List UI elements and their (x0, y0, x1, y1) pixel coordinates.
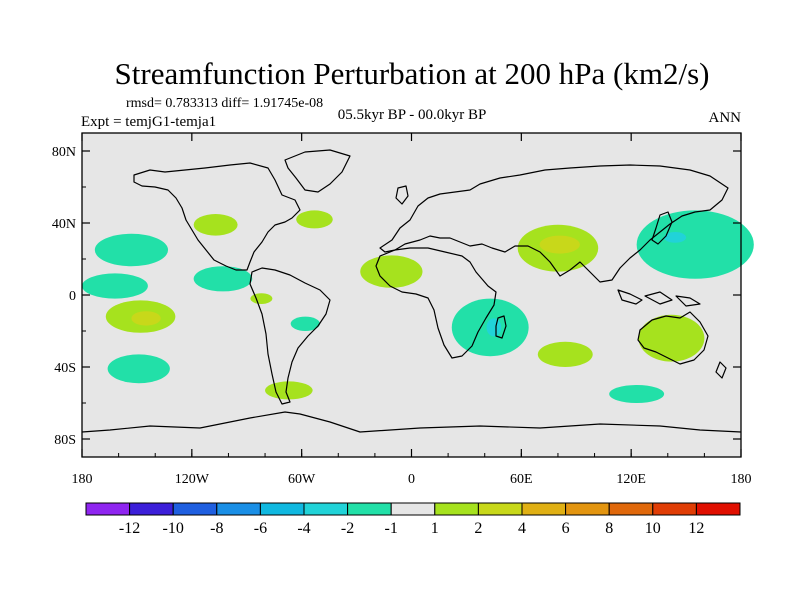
colorbar-label: 2 (474, 520, 482, 537)
x-tick-label: 60E (510, 472, 533, 487)
anomaly-region (131, 311, 161, 326)
colorbar-swatch (303, 502, 349, 516)
anomaly-region (360, 255, 423, 288)
coast-greenland (284, 149, 351, 193)
anomaly-region (486, 318, 502, 337)
x-tick-label: 120E (616, 472, 646, 487)
y-tick-label: 40S (54, 361, 76, 376)
anomaly-region (664, 232, 687, 243)
y-tick-label: 80S (54, 433, 76, 448)
colorbar-swatch (477, 502, 523, 516)
y-axis: 80N 40N 0 40S 80S (52, 145, 741, 448)
colorbar-swatch (390, 502, 436, 516)
colorbar-swatch (434, 502, 479, 516)
colorbar-label: -4 (297, 520, 310, 537)
colorbar-label: 1 (431, 520, 439, 537)
anomaly-region (94, 233, 169, 267)
coast-new-zealand (715, 361, 727, 379)
anomaly-region (539, 235, 580, 254)
x-tick-label: 180 (72, 472, 93, 487)
colorbar-label: -8 (210, 520, 223, 537)
colorbar-swatch (695, 502, 741, 516)
anomaly-region (107, 354, 170, 384)
anomaly-region (250, 293, 273, 304)
coast-british-isles (395, 185, 409, 205)
coast-eurasia (379, 164, 729, 283)
anomaly-region (193, 214, 238, 236)
colorbar-label: 4 (518, 520, 526, 537)
colorbar-label: 6 (562, 520, 570, 537)
y-tick-label: 80N (52, 145, 76, 160)
colorbar-swatch (129, 502, 174, 516)
colorbar-swatch (652, 502, 697, 516)
coast-japan (651, 211, 673, 245)
anomaly-region (537, 341, 593, 367)
anomaly-region (265, 381, 313, 400)
colorbar-swatch (608, 502, 654, 516)
colorbar-swatch (85, 502, 131, 516)
colorbar-swatch (216, 502, 261, 516)
colorbar-swatch (565, 502, 610, 516)
colorbar-label: -6 (254, 520, 267, 537)
coast-south-america (249, 267, 331, 405)
period-label: 05.5kyr BP - 00.0kyr BP (338, 107, 487, 123)
colorbar-label: -10 (163, 520, 184, 537)
colorbar-label: 12 (688, 520, 704, 537)
experiment-label: Expt = temjG1-temja1 (81, 114, 216, 130)
chart-title: Streamfunction Perturbation at 200 hPa (… (115, 56, 710, 91)
coast-madagascar (495, 315, 507, 339)
colorbar-label: -1 (385, 520, 398, 537)
colorbar: -12 -10 -8 -6 -4 -2 -1 1 2 4 6 8 10 12 (85, 502, 741, 537)
colorbar-label: 8 (605, 520, 613, 537)
season-label: ANN (709, 110, 742, 126)
map-panel (81, 132, 754, 458)
coast-antarctica (81, 411, 742, 433)
coast-africa (375, 247, 497, 359)
y-tick-label: 40N (52, 217, 76, 232)
coast-north-america (133, 162, 301, 271)
colorbar-swatch (347, 502, 392, 516)
anomaly-region (638, 314, 705, 362)
colorbar-label: -12 (119, 520, 140, 537)
anomaly-region (82, 273, 148, 299)
x-tick-label: 180 (731, 472, 752, 487)
coastlines (81, 149, 742, 433)
colorbar-label: 10 (645, 520, 661, 537)
x-tick-label: 60W (288, 472, 316, 487)
x-axis: 180 120W 60W 0 60E 120E 180 (72, 133, 752, 487)
colorbar-label: -2 (341, 520, 354, 537)
map-background (82, 133, 741, 457)
coast-australia (637, 311, 709, 365)
anomaly-region (636, 210, 754, 279)
colorbar-swatch (172, 502, 218, 516)
colorbar-swatch (521, 502, 567, 516)
anomaly-region (296, 210, 333, 229)
y-tick-label: 0 (69, 289, 76, 304)
x-tick-label: 0 (408, 472, 415, 487)
x-tick-label: 120W (175, 472, 210, 487)
stats-line: rmsd= 0.783313 diff= 1.91745e-08 (126, 96, 323, 111)
anomaly-region (290, 316, 320, 331)
colorbar-swatch (259, 502, 305, 516)
anomaly-region (193, 266, 253, 292)
anomaly-region (609, 385, 665, 403)
coast-indonesia (617, 289, 701, 307)
